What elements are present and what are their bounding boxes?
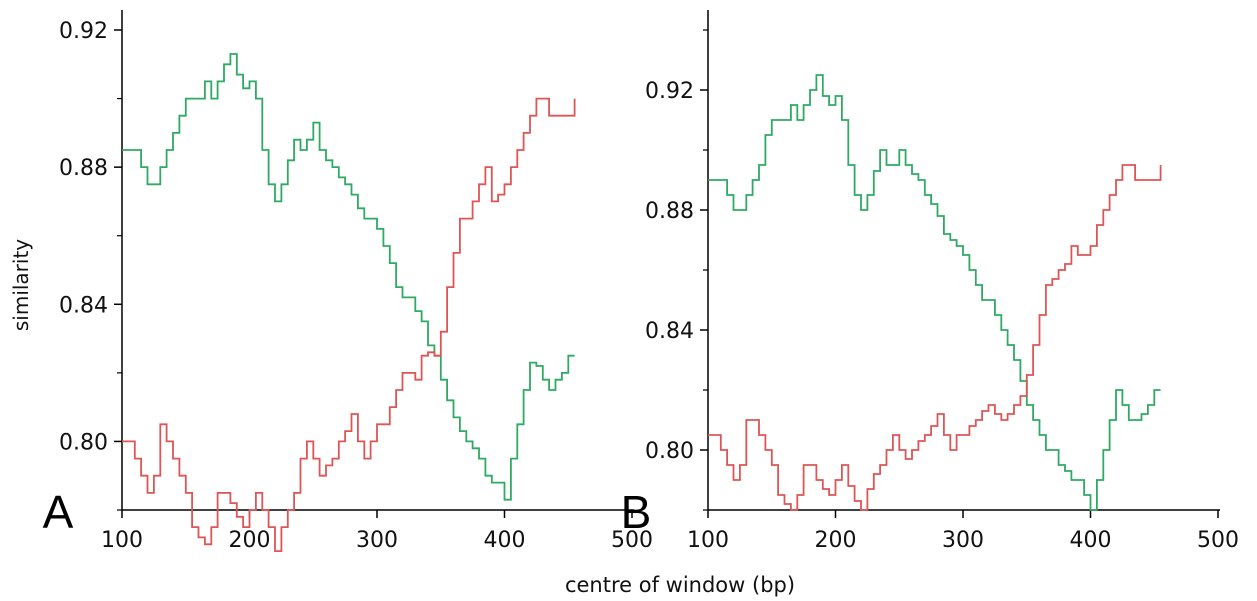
x-axis-title: centre of window (bp)	[565, 573, 795, 597]
red-series-line	[708, 164, 1162, 511]
x-tick-label: 100	[687, 528, 729, 553]
green-series-line	[708, 74, 1161, 511]
panel-b: 100 200 300 400 500 0.80 0.84 0.88 0.92 B	[621, 10, 1239, 553]
x-tick-label: 100	[101, 528, 143, 553]
x-tick-label: 300	[356, 528, 398, 553]
y-tick-label: 0.80	[645, 439, 694, 464]
y-tick-label: 0.88	[59, 156, 108, 181]
panel-label: A	[43, 486, 74, 538]
y-tick-label: 0.88	[645, 199, 694, 224]
y-tick-label: 0.92	[59, 19, 108, 44]
red-series-line	[122, 97, 576, 552]
y-tick-label: 0.84	[645, 319, 694, 344]
x-tick-label: 400	[484, 528, 526, 553]
panel-a: 100 200 300 400 500 0.80 0.84 0.88 0.92 A	[43, 10, 653, 553]
x-tick-label: 400	[1070, 528, 1112, 553]
x-tick-label: 500	[611, 528, 653, 553]
panel-label: B	[621, 486, 652, 538]
y-tick-label: 0.80	[59, 430, 108, 455]
x-tick-label: 200	[229, 528, 271, 553]
x-tick-label: 500	[1197, 528, 1239, 553]
y-tick-label: 0.84	[59, 293, 108, 318]
y-tick-label: 0.92	[645, 79, 694, 104]
x-tick-label: 200	[815, 528, 857, 553]
y-axis-title: similarity	[9, 239, 33, 331]
x-tick-label: 300	[942, 528, 984, 553]
green-series-line	[122, 53, 575, 501]
